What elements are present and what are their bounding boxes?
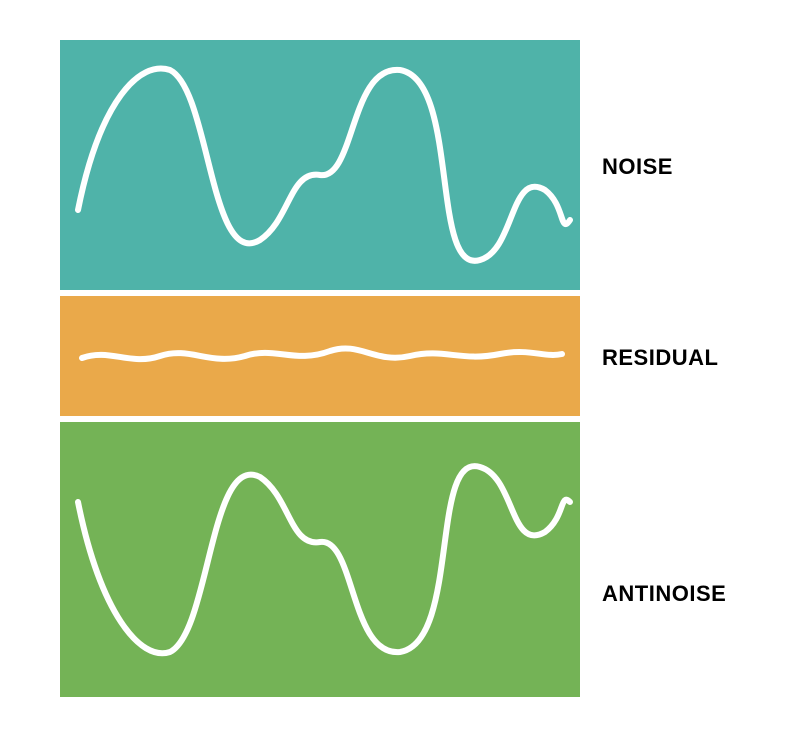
panel-noise xyxy=(60,40,580,290)
wave-noise-path xyxy=(78,69,570,261)
wave-residual-path xyxy=(82,348,562,359)
panel-residual xyxy=(60,296,580,416)
label-noise: NOISE xyxy=(602,154,673,180)
wave-antinoise-icon xyxy=(60,422,580,697)
wave-antinoise-path xyxy=(78,466,570,653)
label-residual: RESIDUAL xyxy=(602,345,718,371)
diagram-stage: NOISE RESIDUAL ANTINOISE xyxy=(0,0,800,746)
panel-antinoise xyxy=(60,422,580,697)
label-antinoise: ANTINOISE xyxy=(602,581,726,607)
wave-noise-icon xyxy=(60,40,580,290)
wave-residual-icon xyxy=(60,296,580,416)
